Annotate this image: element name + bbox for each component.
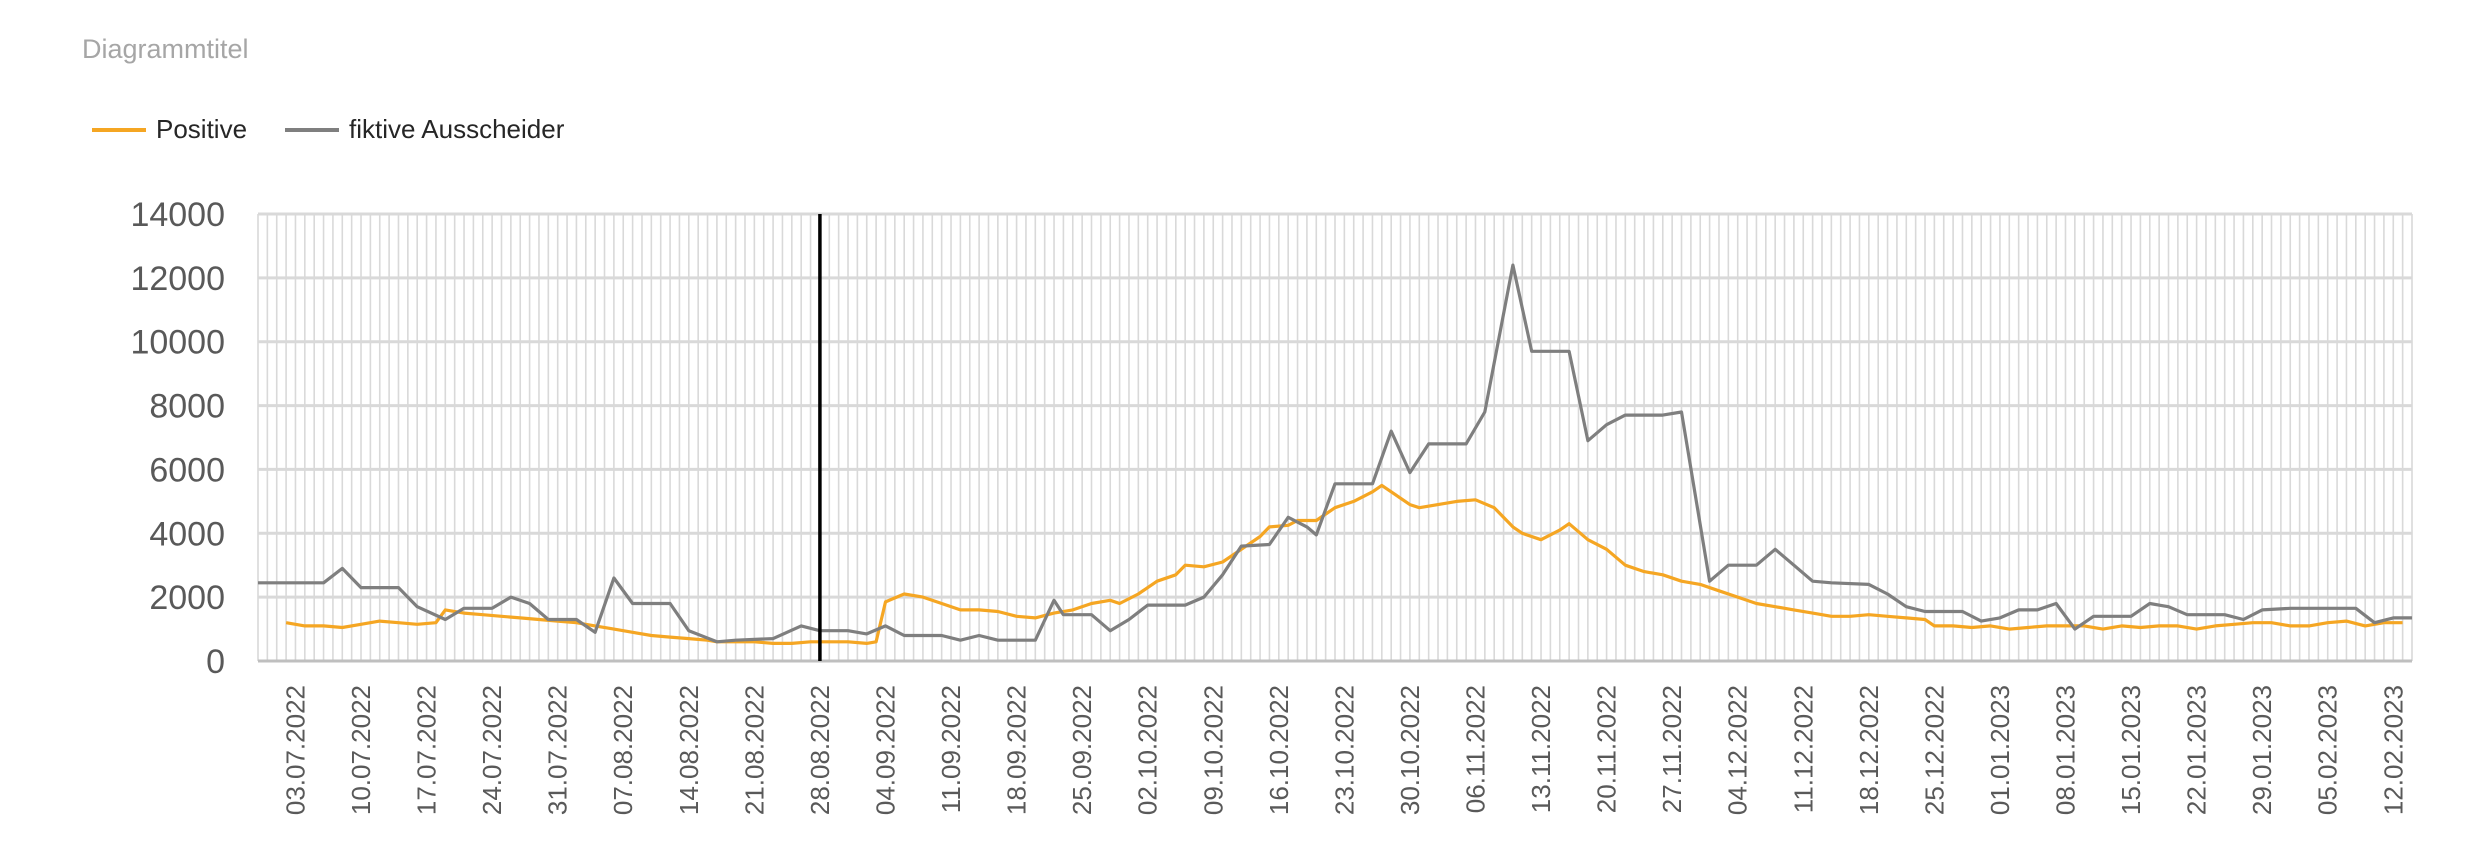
x-tick-label: 25.09.2022 — [1067, 685, 1097, 815]
x-tick-label: 17.07.2022 — [412, 685, 442, 815]
x-tick-label: 05.02.2023 — [2313, 685, 2343, 815]
y-tick-label: 8000 — [149, 388, 225, 426]
x-tick-label: 22.01.2023 — [2182, 685, 2212, 815]
x-tick-label: 10.07.2022 — [346, 685, 376, 815]
y-tick-label: 6000 — [149, 451, 225, 489]
x-tick-label: 02.10.2022 — [1133, 685, 1163, 815]
legend-item-positive[interactable]: Positive — [92, 114, 247, 145]
x-tick-label: 09.10.2022 — [1198, 685, 1228, 815]
x-tick-label: 08.01.2023 — [2050, 685, 2080, 815]
x-tick-label: 16.10.2022 — [1264, 685, 1294, 815]
y-tick-label: 10000 — [130, 324, 225, 362]
x-tick-label: 18.09.2022 — [1002, 685, 1032, 815]
horizontal-gridlines — [258, 212, 2412, 663]
y-tick-label: 14000 — [130, 196, 225, 234]
y-tick-label: 2000 — [149, 579, 225, 617]
y-axis-ticks: 0 2000 4000 6000 8000 10000 12000 14000 — [130, 196, 225, 681]
x-tick-label: 07.08.2022 — [608, 685, 638, 815]
x-tick-label: 24.07.2022 — [477, 685, 507, 815]
x-tick-label: 14.08.2022 — [674, 685, 704, 815]
series-line-ausscheider[interactable] — [258, 263, 2412, 644]
x-tick-label: 20.11.2022 — [1592, 685, 1622, 813]
legend-swatch-positive — [92, 127, 146, 132]
vertical-gridlines — [257, 214, 2413, 661]
x-tick-label: 06.11.2022 — [1460, 685, 1490, 813]
x-tick-label: 04.09.2022 — [870, 685, 900, 815]
x-tick-label: 15.01.2023 — [2116, 685, 2146, 815]
x-tick-label: 11.12.2022 — [1788, 685, 1818, 813]
series-line-positive[interactable] — [285, 483, 2403, 646]
x-tick-label: 23.10.2022 — [1329, 685, 1359, 815]
x-tick-label: 04.12.2022 — [1723, 685, 1753, 815]
y-tick-label: 12000 — [130, 260, 225, 298]
y-tick-label: 0 — [206, 643, 225, 681]
x-tick-label: 31.07.2022 — [543, 685, 573, 815]
legend-swatch-ausscheider — [285, 127, 340, 132]
x-tick-label: 28.08.2022 — [805, 685, 835, 815]
legend: Positive fiktive Ausscheider — [92, 114, 602, 145]
chart-title: Diagrammtitel — [82, 34, 249, 64]
x-tick-label: 30.10.2022 — [1395, 685, 1425, 815]
x-tick-label: 03.07.2022 — [280, 685, 310, 815]
series-layer — [258, 263, 2412, 646]
legend-label-ausscheider: fiktive Ausscheider — [349, 114, 565, 144]
x-tick-label: 21.08.2022 — [739, 685, 769, 815]
x-axis-ticks: 03.07.2022 10.07.2022 17.07.2022 24.07.2022… — [280, 685, 2408, 815]
x-tick-label: 12.02.2023 — [2378, 685, 2408, 815]
x-tick-label: 18.12.2022 — [1854, 685, 1884, 815]
x-tick-label: 11.09.2022 — [936, 685, 966, 813]
x-tick-label: 25.12.2022 — [1919, 685, 1949, 815]
legend-item-ausscheider[interactable]: fiktive Ausscheider — [285, 114, 564, 145]
y-tick-label: 4000 — [149, 515, 225, 553]
legend-label-positive: Positive — [156, 114, 248, 144]
x-tick-label: 01.01.2023 — [1985, 685, 2015, 815]
x-tick-label: 29.01.2023 — [2247, 685, 2277, 815]
x-tick-label: 13.11.2022 — [1526, 685, 1556, 813]
x-tick-label: 27.11.2022 — [1657, 685, 1687, 813]
